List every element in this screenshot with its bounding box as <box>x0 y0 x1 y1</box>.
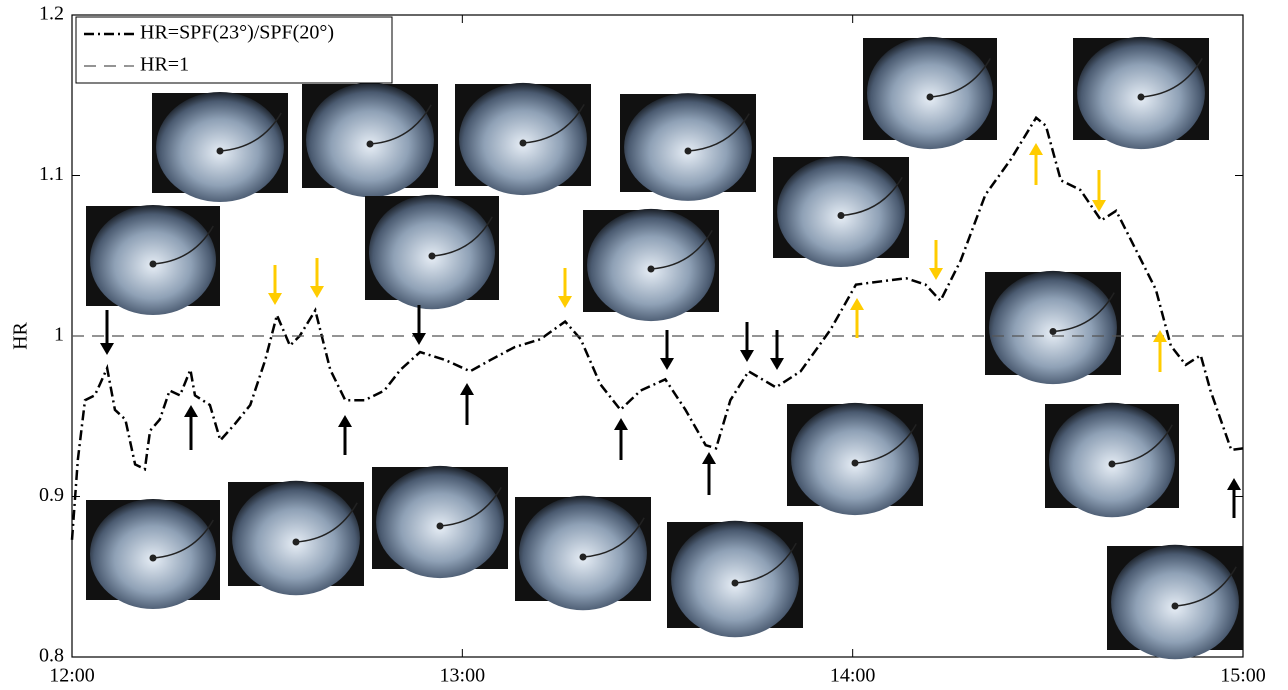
y-tick-label: 1.1 <box>39 163 64 185</box>
sky-image <box>1107 544 1243 660</box>
x-tick-label: 12:00 <box>49 665 95 687</box>
shadow-arm <box>1111 424 1173 465</box>
sky-image <box>620 93 756 201</box>
sky-image <box>86 499 220 609</box>
arrow-head <box>338 415 352 427</box>
shadow-arm <box>152 519 214 559</box>
sky-dome <box>369 194 495 310</box>
shadow-arm <box>295 502 358 543</box>
sky-dome <box>232 480 360 596</box>
arrow-head <box>702 452 716 464</box>
y-tick-label: 0.9 <box>39 484 64 506</box>
sky-image <box>1045 402 1179 518</box>
sky-dome <box>306 82 434 198</box>
arrow-head <box>770 358 784 370</box>
arrow-head <box>660 358 674 370</box>
legend-label: HR=SPF(23°)/SPF(20°) <box>140 22 334 44</box>
shadow-arm <box>929 58 991 98</box>
shadow-arm <box>219 112 282 152</box>
sky-dome <box>791 402 919 516</box>
x-tick-label: 15:00 <box>1220 665 1266 687</box>
arrow-head <box>412 333 426 345</box>
x-tick-label: 13:00 <box>440 665 486 687</box>
arrow-head <box>850 298 864 310</box>
arrow-head <box>1153 330 1167 342</box>
sky-image <box>228 480 364 596</box>
series-line <box>70 115 1244 540</box>
arrow-head <box>100 343 114 355</box>
arrow-head <box>268 293 282 305</box>
shadow-arm <box>431 216 493 257</box>
sky-dome <box>1111 544 1239 660</box>
shadow-arm <box>734 542 797 584</box>
sky-image <box>583 208 719 322</box>
shadow-arm <box>1174 566 1237 607</box>
y-axis-label: HR <box>10 321 32 349</box>
shadow-arm <box>439 487 502 527</box>
sky-image <box>773 155 909 268</box>
sky-image <box>455 82 591 196</box>
shadow-arm <box>1052 292 1115 333</box>
sky-image <box>86 205 220 315</box>
arrow-head <box>460 383 474 395</box>
sky-image <box>667 520 803 638</box>
sky-image <box>152 92 288 202</box>
shadow-arm <box>840 176 903 217</box>
sky-image <box>365 194 499 310</box>
sky-dome <box>989 270 1117 385</box>
sky-image <box>515 495 651 611</box>
arrow-head <box>1029 143 1043 155</box>
arrow-head <box>1227 478 1241 490</box>
sky-image <box>372 465 508 579</box>
shadow-arm <box>152 225 214 265</box>
arrow-head <box>614 418 628 430</box>
sky-dome <box>90 205 216 315</box>
sky-dome <box>376 465 504 579</box>
arrow-head <box>740 350 754 362</box>
legend-label: HR=1 <box>140 54 189 76</box>
sky-dome <box>867 36 993 150</box>
sky-image <box>302 82 438 198</box>
arrow-head <box>929 268 943 280</box>
sky-dome <box>459 82 587 196</box>
arrow-head <box>1092 200 1106 212</box>
shadow-arm <box>650 230 713 270</box>
shadow-arm <box>582 517 645 558</box>
sky-image <box>787 402 923 516</box>
shadow-arm <box>1140 58 1203 98</box>
sky-dome <box>671 520 799 638</box>
shadow-arm <box>854 424 917 464</box>
sky-dome <box>587 208 715 322</box>
sky-image <box>1073 36 1209 150</box>
shadow-arm <box>369 104 432 145</box>
sky-dome <box>519 495 647 611</box>
y-tick-label: 1.2 <box>39 3 64 25</box>
x-tick-label: 14:00 <box>830 665 876 687</box>
sky-dome <box>624 93 752 201</box>
shadow-arm <box>522 104 585 144</box>
arrow-head <box>310 286 324 298</box>
sky-image <box>985 270 1121 385</box>
y-tick-label: 0.8 <box>39 645 64 667</box>
sky-dome <box>1049 402 1175 518</box>
sky-dome <box>156 92 284 202</box>
legend-box <box>75 16 393 84</box>
y-tick-label: 1 <box>54 324 64 346</box>
sky-image <box>863 36 997 150</box>
shadow-arm <box>687 113 750 152</box>
sky-dome <box>1077 36 1205 150</box>
arrow-head <box>558 296 572 308</box>
sky-dome <box>777 155 905 268</box>
arrow-head <box>184 405 198 417</box>
sky-dome <box>90 499 216 609</box>
